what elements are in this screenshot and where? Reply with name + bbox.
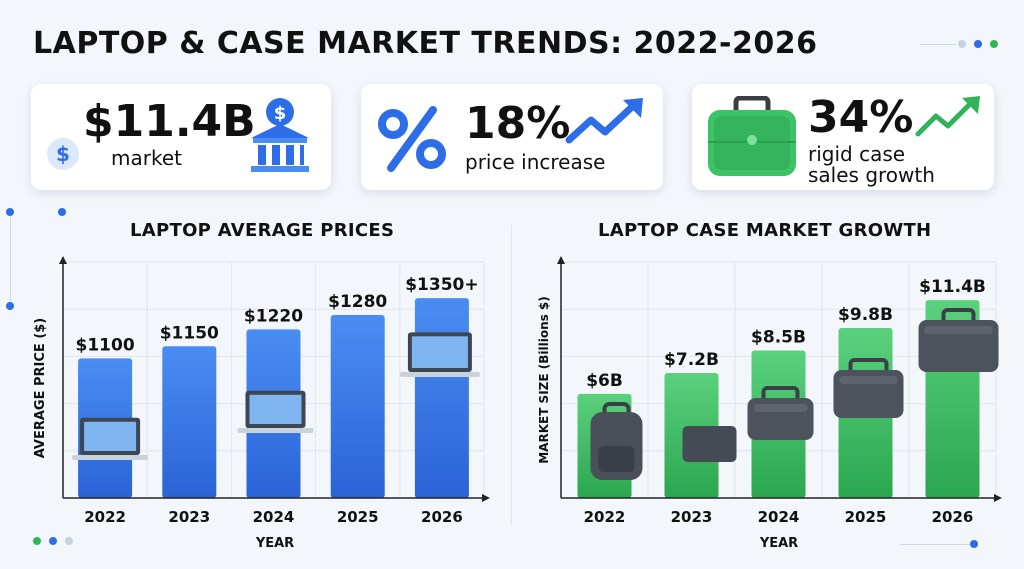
backpack-icon	[590, 402, 643, 480]
chart-title-laptop-prices: LAPTOP AVERAGE PRICES	[130, 220, 395, 241]
x-axis-label: YEAR	[759, 536, 798, 551]
decorative-line	[920, 44, 956, 45]
x-axis-arrow	[994, 494, 1002, 502]
y-axis-arrow	[557, 256, 565, 264]
decorative-dots	[958, 40, 998, 48]
data-label-2023: $7.2B	[664, 350, 719, 370]
briefcase-icon	[708, 96, 796, 176]
data-label-2025: $1280	[328, 292, 387, 312]
x-axis-arrow	[482, 494, 490, 502]
decorative-dot-left-2	[58, 208, 66, 216]
dollar-coin-icon: $	[47, 138, 79, 170]
stat-label: rigid case	[808, 142, 906, 166]
data-label-2023: $1150	[160, 323, 219, 343]
data-label-2024: $8.5B	[751, 328, 806, 348]
stat-value: 18%	[465, 98, 571, 149]
decorative-line-bottom	[900, 544, 970, 545]
laptop-icon	[399, 332, 480, 377]
percent-icon	[378, 106, 446, 172]
laptop-icon	[72, 417, 149, 460]
x-tick-label-2023: 2023	[671, 508, 713, 526]
data-label-2025: $9.8B	[838, 305, 893, 325]
stat-label: market	[111, 146, 182, 170]
stat-card-price-increase: 18% price increase	[361, 84, 663, 190]
laptop-bag-icon	[918, 308, 999, 372]
data-label-2022: $1100	[76, 335, 135, 355]
laptop-bag-icon	[747, 386, 814, 440]
y-axis-label: MARKET SIZE (Billions $)	[537, 296, 551, 464]
decorative-dot	[970, 540, 978, 548]
x-tick-label-2023: 2023	[168, 508, 210, 526]
x-tick-label-2022: 2022	[84, 508, 126, 526]
data-label-2026: $1350+	[405, 275, 478, 295]
data-label-2026: $11.4B	[919, 277, 986, 297]
stat-card-market: $ $11.4B market $	[31, 84, 331, 190]
x-tick-label-2024: 2024	[253, 508, 295, 526]
y-axis-label: AVERAGE PRICE ($)	[33, 318, 48, 459]
trend-up-green-icon	[915, 96, 980, 137]
stat-card-rigid-case: 34% rigid case sales growth	[692, 84, 994, 190]
trend-up-icon	[565, 98, 643, 144]
x-tick-label-2022: 2022	[584, 508, 626, 526]
decorative-dot-left-3	[6, 302, 14, 310]
x-tick-label-2024: 2024	[758, 508, 800, 526]
data-label-2022: $6B	[586, 371, 623, 391]
bar-2025	[330, 314, 385, 498]
laptop-bag-icon	[833, 358, 904, 418]
x-axis-label: YEAR	[255, 536, 294, 551]
page-title: LAPTOP & CASE MARKET TRENDS: 2022-2026	[33, 26, 818, 61]
laptop-sleeve-icon	[682, 426, 737, 462]
stat-value: 34%	[808, 92, 914, 143]
x-tick-label-2025: 2025	[337, 508, 379, 526]
x-tick-label-2026: 2026	[421, 508, 463, 526]
y-axis-arrow	[59, 256, 67, 264]
svg-text:$: $	[56, 142, 70, 166]
stat-label-line-2: sales growth	[808, 163, 935, 187]
x-tick-label-2026: 2026	[932, 508, 974, 526]
decorative-dot-left	[6, 208, 14, 216]
decorative-line-left	[10, 212, 11, 302]
bank-icon: $	[251, 98, 309, 172]
chart-title-case-market: LAPTOP CASE MARKET GROWTH	[598, 220, 932, 241]
stat-value: $11.4B	[83, 96, 256, 147]
x-tick-label-2025: 2025	[845, 508, 887, 526]
svg-text:$: $	[274, 103, 287, 124]
bar-2023	[162, 346, 217, 498]
stat-label: price increase	[465, 150, 606, 174]
data-label-2024: $1220	[244, 306, 303, 326]
decorative-dots-bottom	[33, 537, 73, 545]
chart-divider	[511, 225, 512, 525]
laptop-icon	[237, 390, 314, 433]
